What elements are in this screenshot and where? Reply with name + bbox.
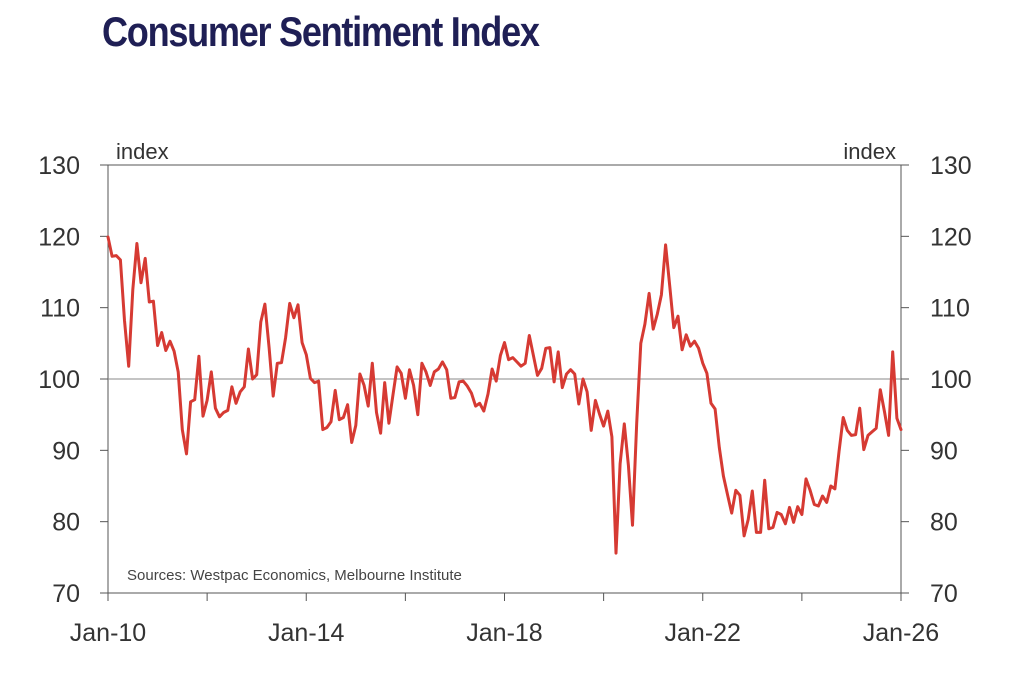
- x-tick-label: Jan-26: [863, 619, 939, 647]
- y-tick-label-right: 70: [930, 580, 958, 608]
- x-axis: Jan-10 Jan-14 Jan-18 Jan-22 Jan-26: [70, 593, 939, 647]
- x-tick-label: Jan-10: [70, 619, 146, 647]
- y-tick-label-right: 80: [930, 509, 958, 537]
- x-tick-label: Jan-14: [268, 619, 345, 647]
- y-axis-right-unit: index: [843, 139, 896, 164]
- y-axis-right: 70 80 90 100 110 120 130: [901, 152, 972, 608]
- series-line: [106, 235, 903, 555]
- y-axis-left: 70 80 90 100 110 120 130: [38, 152, 108, 608]
- x-tick-label: Jan-22: [665, 619, 741, 647]
- y-tick-label-left: 120: [38, 223, 80, 251]
- chart-title: Consumer Sentiment Index: [102, 8, 540, 55]
- y-tick-label-left: 80: [52, 509, 80, 537]
- y-tick-label-right: 90: [930, 437, 958, 465]
- y-tick-label-left: 90: [52, 437, 80, 465]
- y-tick-label-right: 130: [930, 152, 972, 180]
- y-tick-label-right: 100: [930, 366, 972, 394]
- y-tick-label-left: 70: [52, 580, 80, 608]
- y-axis-left-unit: index: [116, 139, 169, 164]
- y-tick-label-left: 130: [38, 152, 80, 180]
- y-tick-label-right: 110: [930, 295, 970, 323]
- y-tick-label-right: 120: [930, 223, 972, 251]
- y-tick-label-left: 100: [38, 366, 80, 394]
- x-tick-label: Jan-18: [466, 619, 542, 647]
- y-tick-label-left: 110: [40, 295, 80, 323]
- source-note: Sources: Westpac Economics, Melbourne In…: [127, 567, 462, 584]
